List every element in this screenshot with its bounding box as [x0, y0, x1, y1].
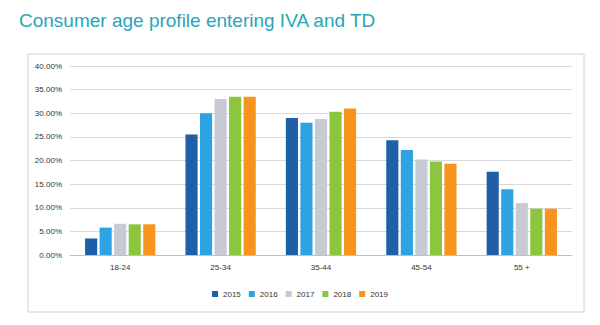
svg-text:25-34: 25-34 [210, 263, 231, 272]
svg-text:18-24: 18-24 [110, 263, 131, 272]
svg-text:45-54: 45-54 [411, 263, 432, 272]
svg-text:Consumer age profile entering: Consumer age profile entering IVA and TD [19, 10, 375, 31]
svg-text:10.00%: 10.00% [35, 203, 62, 212]
svg-text:2018: 2018 [333, 290, 351, 299]
svg-text:2015: 2015 [223, 290, 241, 299]
svg-text:0.00%: 0.00% [39, 251, 62, 260]
svg-text:2016: 2016 [260, 290, 278, 299]
svg-text:30.00%: 30.00% [35, 109, 62, 118]
svg-text:35.00%: 35.00% [35, 85, 62, 94]
svg-text:5.00%: 5.00% [39, 227, 62, 236]
svg-text:40.00%: 40.00% [35, 62, 62, 71]
svg-text:2019: 2019 [370, 290, 388, 299]
svg-text:2017: 2017 [297, 290, 315, 299]
svg-text:15.00%: 15.00% [35, 180, 62, 189]
svg-text:25.00%: 25.00% [35, 132, 62, 141]
svg-text:20.00%: 20.00% [35, 156, 62, 165]
svg-text:55 +: 55 + [514, 263, 530, 272]
svg-text:35-44: 35-44 [311, 263, 332, 272]
